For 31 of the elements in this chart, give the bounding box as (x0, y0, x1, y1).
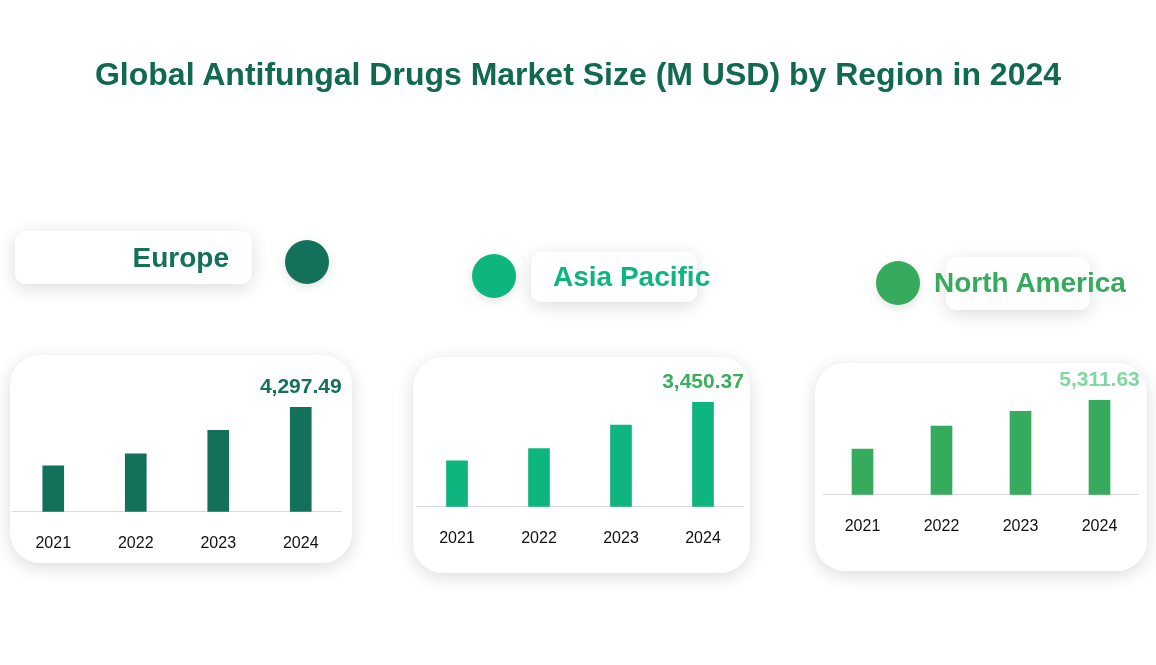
chart-title: Asia Pacific (553, 260, 711, 294)
x-tick-label: 2023 (200, 533, 237, 551)
chart-title: Europe (132, 241, 229, 275)
x-tick-label: 2024 (1081, 516, 1118, 534)
bar (930, 425, 953, 495)
x-tick-label: 2024 (282, 533, 319, 551)
bar (1088, 400, 1111, 495)
x-tick-label: 2022 (521, 528, 557, 546)
bar (851, 448, 874, 495)
bar (207, 430, 230, 512)
bar (42, 465, 65, 512)
chart-title: North America (934, 266, 1126, 300)
x-tick-label: 2021 (439, 528, 475, 546)
x-tick-label: 2023 (1002, 516, 1039, 534)
data-label: 4,297.49 (259, 374, 342, 398)
x-tick-label: 2022 (117, 533, 154, 551)
data-label: 5,311.63 (1059, 367, 1140, 391)
bar (692, 402, 714, 507)
bar (289, 407, 312, 512)
bar (610, 424, 632, 507)
bar (124, 453, 147, 512)
data-label: 3,450.37 (662, 369, 744, 393)
bar (446, 460, 468, 507)
x-tick-label: 2024 (685, 528, 721, 546)
text: Global Antifungal Drugs Market Size (M USD) by Region in 2024 (93, 55, 1062, 94)
x-tick-label: 2023 (603, 528, 639, 546)
x-tick-label: 2022 (923, 516, 960, 534)
bar (528, 448, 550, 507)
x-tick-label: 2021 (844, 516, 881, 534)
x-tick-label: 2021 (35, 533, 72, 551)
bar (1009, 411, 1032, 495)
